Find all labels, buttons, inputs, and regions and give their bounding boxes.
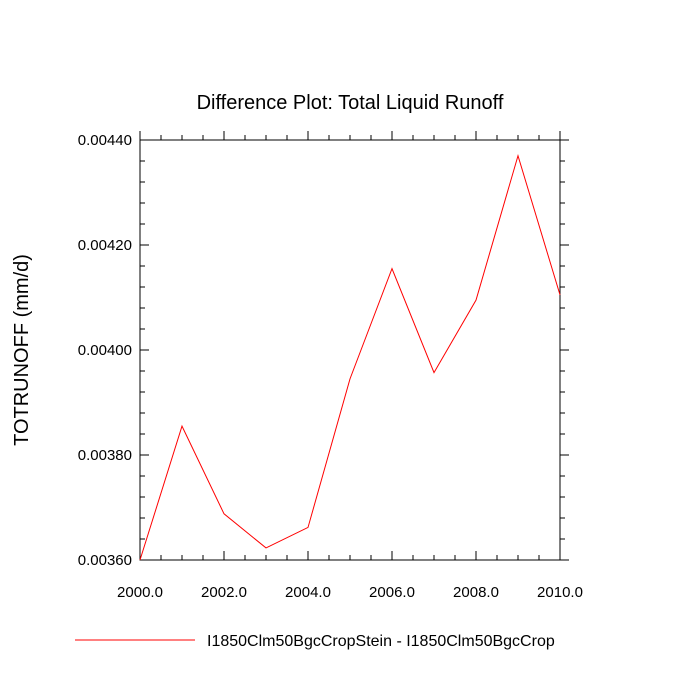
y-tick-label: 0.00380 (78, 447, 132, 464)
y-tick-label: 0.00420 (78, 237, 132, 254)
series-group (139, 153, 561, 561)
y-tick-label: 0.00360 (78, 552, 132, 569)
x-tick-label: 2002.0 (201, 584, 247, 601)
plot-frame (139, 139, 561, 561)
x-tick-label: 2010.0 (537, 584, 583, 601)
legend-label: I1850Clm50BgcCropStein - I1850Clm50BgcCr… (207, 633, 555, 650)
x-tick-label: 2000.0 (117, 584, 163, 601)
y-axis-title: TOTRUNOFF (mm/d) (11, 254, 33, 446)
x-tick-label: 2006.0 (369, 584, 415, 601)
tick-labels: 2000.0 2002.0 2004.0 2006.0 2008.0 2010.0 0.00… (78, 132, 583, 601)
y-tick-label: 0.00440 (78, 132, 132, 149)
axis-ticks (139, 131, 569, 561)
series-line (139, 153, 561, 561)
x-tick-label: 2004.0 (285, 584, 331, 601)
chart-title: Difference Plot: Total Liquid Runoff (197, 92, 504, 114)
legend: I1850Clm50BgcCropStein - I1850Clm50BgcCr… (75, 633, 555, 650)
y-tick-label: 0.00400 (78, 342, 132, 359)
x-tick-label: 2008.0 (453, 584, 499, 601)
